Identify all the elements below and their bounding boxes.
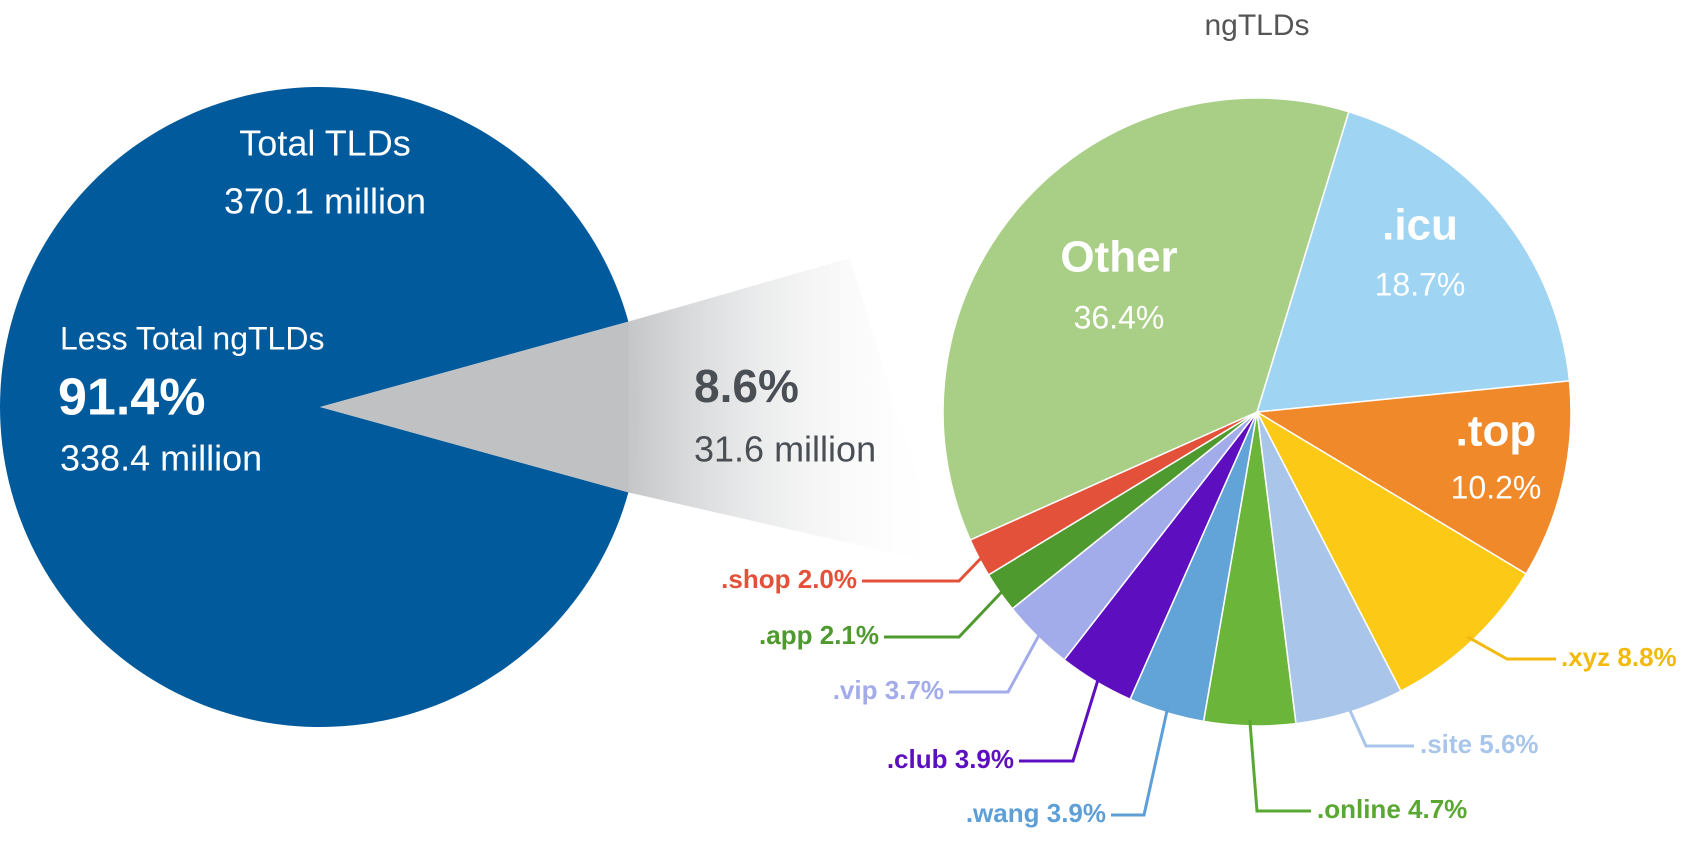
slice-value-label: 18.7% <box>1375 266 1466 302</box>
slice-label: Less Total ngTLDs <box>60 320 324 356</box>
leader-line <box>884 587 1006 639</box>
slice-value-label: 8.8% <box>1617 642 1676 672</box>
pie-title: ngTLDs <box>1204 9 1309 42</box>
slice-label: .club 3.9% <box>887 744 1014 774</box>
slice-category: .app <box>759 620 812 650</box>
leader-line <box>1346 705 1414 748</box>
pie-subtitle: 370.1 million <box>224 181 426 222</box>
slice-value-label: 3.9% <box>955 744 1014 774</box>
slice-category: .vip <box>833 675 878 705</box>
slice-label: .online 4.7% <box>1317 794 1467 824</box>
pie-slice <box>1255 110 1571 413</box>
slice-value-label: 36.4% <box>1074 299 1165 335</box>
slice-value-label: 3.7% <box>885 675 944 705</box>
pie-slice <box>1255 409 1528 693</box>
slice-value-label: 2.0% <box>798 564 857 594</box>
slice-value-label: 3.9% <box>1047 798 1106 828</box>
pie-slice <box>942 97 1350 541</box>
pie-slice <box>1254 380 1572 575</box>
pie-slice <box>320 321 641 493</box>
slice-amount: 338.4 million <box>60 438 262 479</box>
slice-label: Other <box>1060 233 1177 282</box>
slice-label: .app 2.1% <box>759 620 879 650</box>
pie-title: Total TLDs <box>239 123 410 164</box>
slice-value-label: 8.6% <box>694 360 799 412</box>
slice-category: .club <box>887 744 948 774</box>
slice-label: .icu <box>1382 201 1458 250</box>
slice-label: .shop 2.0% <box>721 564 857 594</box>
slice-value-label: 10.2% <box>1451 469 1542 505</box>
slice-label: .top <box>1456 407 1537 456</box>
pie-slice <box>0 86 629 728</box>
leader-line <box>1111 706 1170 817</box>
slice-label: .vip 3.7% <box>833 675 944 705</box>
leader-line <box>1019 675 1101 763</box>
slice-amount: 31.6 million <box>694 429 876 470</box>
slice-label: .site 5.6% <box>1420 729 1539 759</box>
slice-value-label: 4.7% <box>1408 794 1467 824</box>
slice-category: .wang <box>966 798 1040 828</box>
slice-value-label: 5.6% <box>1479 729 1538 759</box>
slice-value-label: 2.1% <box>820 620 879 650</box>
leader-line <box>862 553 986 583</box>
leader-line <box>1248 719 1311 813</box>
leader-line <box>1466 635 1556 661</box>
slice-label: .xyz 8.8% <box>1561 642 1677 672</box>
connector <box>628 258 945 565</box>
slice-label: .wang 3.9% <box>966 798 1106 828</box>
leader-line <box>949 630 1043 694</box>
slice-category: .site <box>1420 729 1472 759</box>
slice-category: .online <box>1317 794 1401 824</box>
slice-value-label: 91.4% <box>58 369 205 427</box>
slice-category: .xyz <box>1561 642 1610 672</box>
slice-category: .shop <box>721 564 790 594</box>
